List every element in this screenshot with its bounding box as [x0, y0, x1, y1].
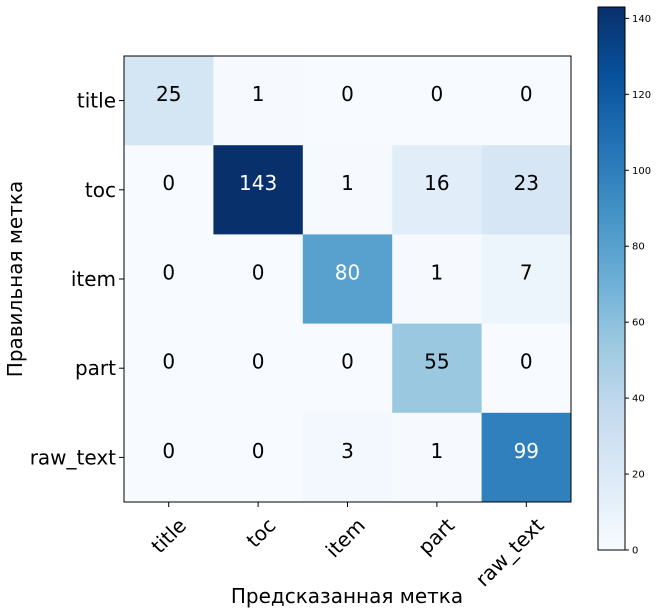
- y-axis-ticks: title toc item part raw_text: [30, 89, 124, 469]
- heatmap-cell: [213, 412, 304, 503]
- heatmap-cell: [481, 412, 572, 503]
- cell-value-label: 0: [162, 439, 175, 463]
- heatmap-cell: [302, 234, 393, 325]
- heatmap-cell: [124, 234, 214, 325]
- x-tick-label: title: [146, 513, 191, 558]
- cell-value-label: 0: [431, 82, 444, 106]
- cell-value-label: 0: [520, 350, 533, 374]
- heatmap-cell: [302, 323, 393, 414]
- x-tick-label: raw_text: [471, 513, 549, 591]
- heatmap-cell: [392, 56, 483, 146]
- cell-value-label: 0: [162, 260, 175, 284]
- y-tick-label: part: [75, 356, 116, 380]
- cell-value-label: 0: [520, 82, 533, 106]
- y-tick-label: raw_text: [30, 445, 116, 469]
- cell-value-label: 0: [341, 82, 354, 106]
- heatmap-cell: [392, 145, 483, 235]
- cell-value-label: 80: [335, 260, 360, 284]
- heatmap-cell: [302, 412, 393, 503]
- x-tick-label: item: [321, 513, 370, 562]
- colorbar: 0 20 40 60 80 100 120 140: [597, 6, 651, 557]
- heatmap-cell: [124, 145, 214, 235]
- colorbar-tick-label: 60: [632, 318, 645, 329]
- y-tick-label: title: [77, 89, 116, 113]
- heatmap-cell: [213, 323, 304, 414]
- cell-value-label: 1: [431, 260, 444, 284]
- cell-value-label: 0: [252, 439, 265, 463]
- heatmap-cell: [124, 323, 214, 414]
- heatmap-cell: [481, 56, 572, 146]
- y-tick-label: item: [71, 267, 116, 291]
- x-axis-label: Предсказанная метка: [231, 584, 463, 608]
- colorbar-tick-label: 0: [632, 546, 638, 557]
- heatmap-cell: [481, 323, 572, 414]
- y-axis-label: Правильная метка: [3, 181, 27, 377]
- cell-value-label: 143: [239, 171, 277, 195]
- x-tick-label: toc: [241, 513, 280, 552]
- heatmap-cell-labels: 25 1 0 0 0 0 143 1 16 23 0 0 80 1 7 0 0 0 55 0 0 0 3 1 99: [156, 82, 539, 463]
- cell-value-label: 23: [514, 171, 539, 195]
- heatmap-cell: [481, 145, 572, 235]
- heatmap-cell: [213, 234, 304, 325]
- heatmap-cell: [392, 234, 483, 325]
- colorbar-ticks: 0 20 40 60 80 100 120 140: [625, 14, 651, 557]
- x-axis-ticks: title toc item part raw_text: [146, 502, 549, 591]
- cell-value-label: 0: [162, 350, 175, 374]
- cell-value-label: 0: [341, 350, 354, 374]
- cell-value-label: 1: [341, 171, 354, 195]
- colorbar-tick-label: 20: [632, 470, 645, 481]
- colorbar-tick-label: 100: [632, 166, 651, 177]
- cell-value-label: 3: [341, 439, 354, 463]
- cell-value-label: 0: [252, 260, 265, 284]
- colorbar-tick-label: 80: [632, 242, 645, 253]
- cell-value-label: 1: [252, 82, 265, 106]
- colorbar-tick-label: 40: [632, 394, 645, 405]
- cell-value-label: 1: [431, 439, 444, 463]
- colorbar-tick-label: 120: [632, 90, 651, 101]
- heatmap-cell: [213, 56, 304, 146]
- colorbar-tick-label: 140: [632, 14, 651, 25]
- heatmap-cell: [124, 56, 214, 146]
- cell-value-label: 0: [252, 350, 265, 374]
- heatmap-cell: [392, 323, 483, 414]
- heatmap-cell: [481, 234, 572, 325]
- cell-value-label: 7: [520, 260, 533, 284]
- heatmap-cell: [213, 145, 304, 235]
- cell-value-label: 55: [424, 350, 449, 374]
- heatmap-cell: [302, 56, 393, 146]
- x-tick-label: part: [413, 513, 459, 559]
- cell-value-label: 99: [514, 439, 539, 463]
- heatmap-cells: [124, 56, 572, 503]
- heatmap-cell: [124, 412, 214, 503]
- y-tick-label: toc: [85, 178, 116, 202]
- heatmap-cell: [302, 145, 393, 235]
- cell-value-label: 25: [156, 82, 181, 106]
- heatmap-cell: [392, 412, 483, 503]
- cell-value-label: 0: [162, 171, 175, 195]
- cell-value-label: 16: [424, 171, 449, 195]
- colorbar-gradient: [597, 6, 626, 551]
